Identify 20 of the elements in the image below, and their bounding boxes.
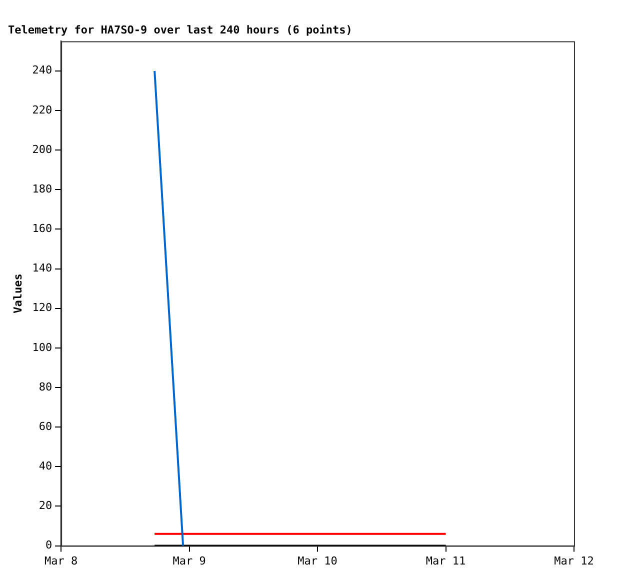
y-axis-title: Values xyxy=(11,274,24,314)
y-tick-label: 220 xyxy=(32,103,52,116)
chart-title: Telemetry for HA7SO-9 over last 240 hours (6 points) xyxy=(8,23,352,36)
x-tick-label: Mar 9 xyxy=(172,554,206,568)
x-tick-label: Mar 11 xyxy=(426,554,466,568)
y-tick-label: 140 xyxy=(32,262,52,275)
y-tick-label: 200 xyxy=(32,142,52,156)
y-tick-label: 40 xyxy=(38,460,52,473)
x-tick-label: Mar 10 xyxy=(298,554,338,568)
x-tick-label: Mar 12 xyxy=(554,554,594,568)
y-tick-label: 0 xyxy=(45,538,52,552)
y-tick-label: 160 xyxy=(32,222,52,236)
y-tick-label: 20 xyxy=(38,499,52,512)
y-tick-label: 80 xyxy=(38,380,52,394)
y-tick-label: 240 xyxy=(32,64,52,77)
x-tick-label: Mar 8 xyxy=(44,554,78,568)
y-tick-label: 120 xyxy=(32,301,52,314)
y-tick-label: 180 xyxy=(32,182,52,196)
y-tick-label: 60 xyxy=(38,420,52,433)
y-tick-label: 100 xyxy=(32,340,52,354)
